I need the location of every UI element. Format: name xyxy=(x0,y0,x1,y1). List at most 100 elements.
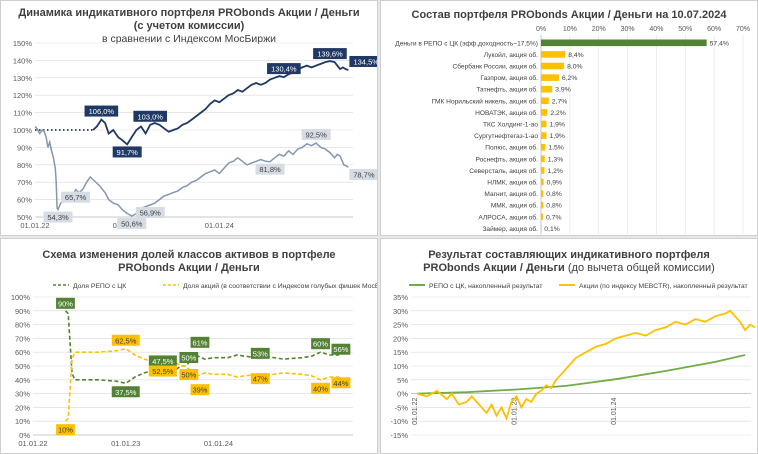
data-label-bg xyxy=(255,163,285,175)
chart2-plot: 0% 10% 20% 30% 40% 50% 60% 70% Деньги в РЕПО с Ц… xyxy=(395,26,750,235)
x-tick-label: 20% xyxy=(592,26,606,33)
y-tick-label: 110% xyxy=(13,109,32,118)
data-label-bg xyxy=(135,206,165,218)
data-label: 56,9% xyxy=(140,208,162,217)
data-label-bg xyxy=(111,386,140,398)
y-tick-label: 80% xyxy=(15,321,30,330)
x-tick-label: 40% xyxy=(649,26,663,33)
bar xyxy=(541,143,546,151)
data-label: 130,4% xyxy=(271,65,297,74)
series-line-index xyxy=(34,125,349,217)
bar xyxy=(541,155,545,163)
data-label: 50% xyxy=(181,354,196,363)
x-tick-label: 0% xyxy=(536,26,546,33)
legend-label-stocks: Акции (по индексу MEBCTR), накопленный р… xyxy=(579,282,748,290)
data-label-bg xyxy=(301,129,331,141)
bar xyxy=(541,51,566,58)
y-tick-label: 100% xyxy=(13,126,33,135)
value-label: 2,7% xyxy=(552,98,568,105)
value-label: 6,2% xyxy=(562,75,578,82)
value-label: 2,2% xyxy=(550,110,566,117)
value-label: 1,9% xyxy=(549,133,565,140)
x-tick-label: 01.01.23 xyxy=(111,439,140,448)
category-label: Татнефть, акция об. xyxy=(476,86,538,94)
bar xyxy=(541,167,545,174)
chart4-title-line2: PRObonds Акции / Деньги (до вычета общей… xyxy=(381,262,757,275)
category-label: Сургутнефтегаз-1-ао xyxy=(474,133,538,140)
category-label: НЛМК, акция об. xyxy=(487,179,538,187)
chart3-plot: 0% 10% 20% 30% 40% 50% 60% 70% 80% 90% 100% 01.01.2… xyxy=(11,282,377,448)
y-tick-label: -5% xyxy=(395,403,409,412)
data-label: 44% xyxy=(333,379,348,388)
data-label: 10% xyxy=(58,426,73,435)
value-label: 0,8% xyxy=(546,191,562,198)
value-label: 1,2% xyxy=(547,168,563,175)
series-line-stocks xyxy=(64,347,340,422)
bar xyxy=(541,201,544,209)
chart1-title-line1: Динамика индикативного портфеля PRObonds… xyxy=(18,7,360,19)
series-line-stocks xyxy=(416,309,756,421)
chart3-title-line1: Схема изменения долей классов активов в … xyxy=(42,249,336,261)
data-label: 81,8% xyxy=(259,165,281,174)
data-label: 53% xyxy=(253,349,268,358)
y-tick-label: -15% xyxy=(390,431,408,440)
data-label: 50,6% xyxy=(121,219,143,228)
data-label-bg xyxy=(311,338,330,350)
data-label-bg xyxy=(190,336,210,348)
chart4-plot: -15% -10% -5% 0% 5% 10% 15% 20% 25% 30% 35% 01.01.2… xyxy=(390,282,756,440)
y-tick-label: 150% xyxy=(13,39,33,48)
x-tick-label: 30% xyxy=(621,26,635,33)
data-label-bg xyxy=(43,211,73,223)
bar xyxy=(541,225,542,232)
data-label: 47% xyxy=(253,375,268,384)
value-label: 57,4% xyxy=(710,40,729,47)
x-tick-label: 01.01.24 xyxy=(204,439,233,448)
data-label-bg xyxy=(267,63,301,75)
bar xyxy=(541,85,553,93)
y-tick-label: 50% xyxy=(15,362,30,371)
data-label-bg xyxy=(61,191,91,203)
y-tick-label: 80% xyxy=(17,161,32,170)
x-tick-label: 60% xyxy=(707,26,721,33)
data-label: 78,7% xyxy=(353,171,375,180)
y-tick-label: -10% xyxy=(390,417,408,426)
value-label: 0,9% xyxy=(547,180,563,187)
data-label: 54,3% xyxy=(47,213,69,222)
legend-label-repo: РЕПО с ЦК, накопленный результат xyxy=(429,282,543,290)
bar xyxy=(541,62,565,70)
category-label: Газпром, акция об. xyxy=(480,74,538,82)
components-result-chart: Результат составляющих индикативного пор… xyxy=(380,238,758,454)
bar xyxy=(541,97,549,105)
data-label-bg xyxy=(112,146,142,158)
data-label: 47,5% xyxy=(152,357,174,366)
y-tick-label: 50% xyxy=(17,213,32,222)
y-tick-label: 10% xyxy=(15,417,30,426)
data-label-bg xyxy=(117,217,147,229)
y-tick-label: 70% xyxy=(15,334,30,343)
value-label: 1,9% xyxy=(549,122,565,129)
category-label: Лукойл, акция об. xyxy=(484,51,538,59)
chart4-title-line2-suffix: (до вычета общей комиссии) xyxy=(567,262,715,274)
y-tick-label: 30% xyxy=(393,307,408,316)
y-tick-label: 0% xyxy=(397,390,408,399)
y-tick-label: 90% xyxy=(15,307,30,316)
y-tick-label: 20% xyxy=(393,334,408,343)
data-label: 60% xyxy=(313,340,328,349)
data-label-bg xyxy=(84,105,119,117)
x-tick-label: 01.01.23 xyxy=(511,397,518,424)
bar xyxy=(541,39,707,47)
value-label: 8,0% xyxy=(567,64,583,71)
data-label: 50% xyxy=(181,371,196,380)
y-tick-label: 140% xyxy=(13,56,33,65)
category-label: ММК, акция об. xyxy=(491,202,538,210)
category-label: Магнит, акция об. xyxy=(484,190,538,198)
y-tick-label: 15% xyxy=(393,348,408,357)
category-label: ГМК Норильский никель, акция об. xyxy=(432,97,539,105)
data-label: 40% xyxy=(313,384,328,393)
chart3-title-line2: PRObonds Акции / Деньги xyxy=(118,262,260,274)
y-tick-label: 10% xyxy=(393,362,408,371)
data-label-bg xyxy=(331,377,351,389)
data-label: 134,5% xyxy=(353,57,378,66)
data-label: 90% xyxy=(58,299,73,308)
data-label: 61% xyxy=(192,338,207,347)
